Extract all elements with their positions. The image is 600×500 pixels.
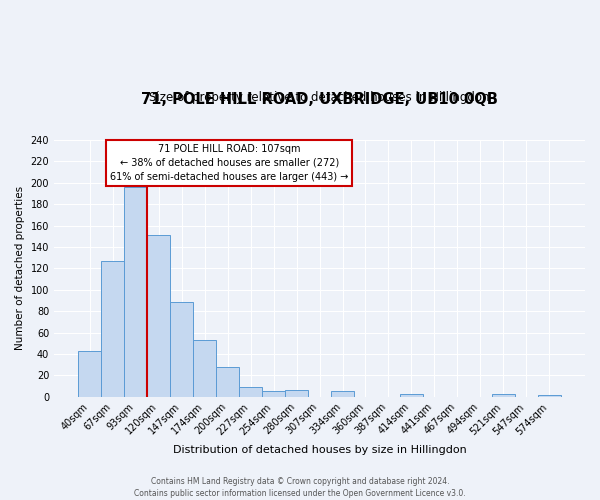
Bar <box>193 340 216 397</box>
Bar <box>170 302 193 397</box>
Bar <box>492 394 515 397</box>
Text: 71, POLE HILL ROAD, UXBRIDGE, UB10 0QB: 71, POLE HILL ROAD, UXBRIDGE, UB10 0QB <box>141 92 498 106</box>
Bar <box>101 261 124 397</box>
Bar <box>147 236 170 397</box>
Bar <box>124 187 147 397</box>
Bar <box>216 367 239 397</box>
Bar <box>239 387 262 397</box>
Bar <box>78 351 101 397</box>
Bar <box>538 394 561 397</box>
Bar <box>400 394 423 397</box>
Bar <box>285 390 308 397</box>
X-axis label: Distribution of detached houses by size in Hillingdon: Distribution of detached houses by size … <box>173 445 466 455</box>
Text: Contains HM Land Registry data © Crown copyright and database right 2024.
Contai: Contains HM Land Registry data © Crown c… <box>134 476 466 498</box>
Title: Size of property relative to detached houses in Hillingdon: Size of property relative to detached ho… <box>149 91 490 104</box>
Y-axis label: Number of detached properties: Number of detached properties <box>15 186 25 350</box>
Bar <box>331 392 354 397</box>
Text: 71 POLE HILL ROAD: 107sqm
← 38% of detached houses are smaller (272)
61% of semi: 71 POLE HILL ROAD: 107sqm ← 38% of detac… <box>110 144 349 182</box>
Bar <box>262 392 285 397</box>
